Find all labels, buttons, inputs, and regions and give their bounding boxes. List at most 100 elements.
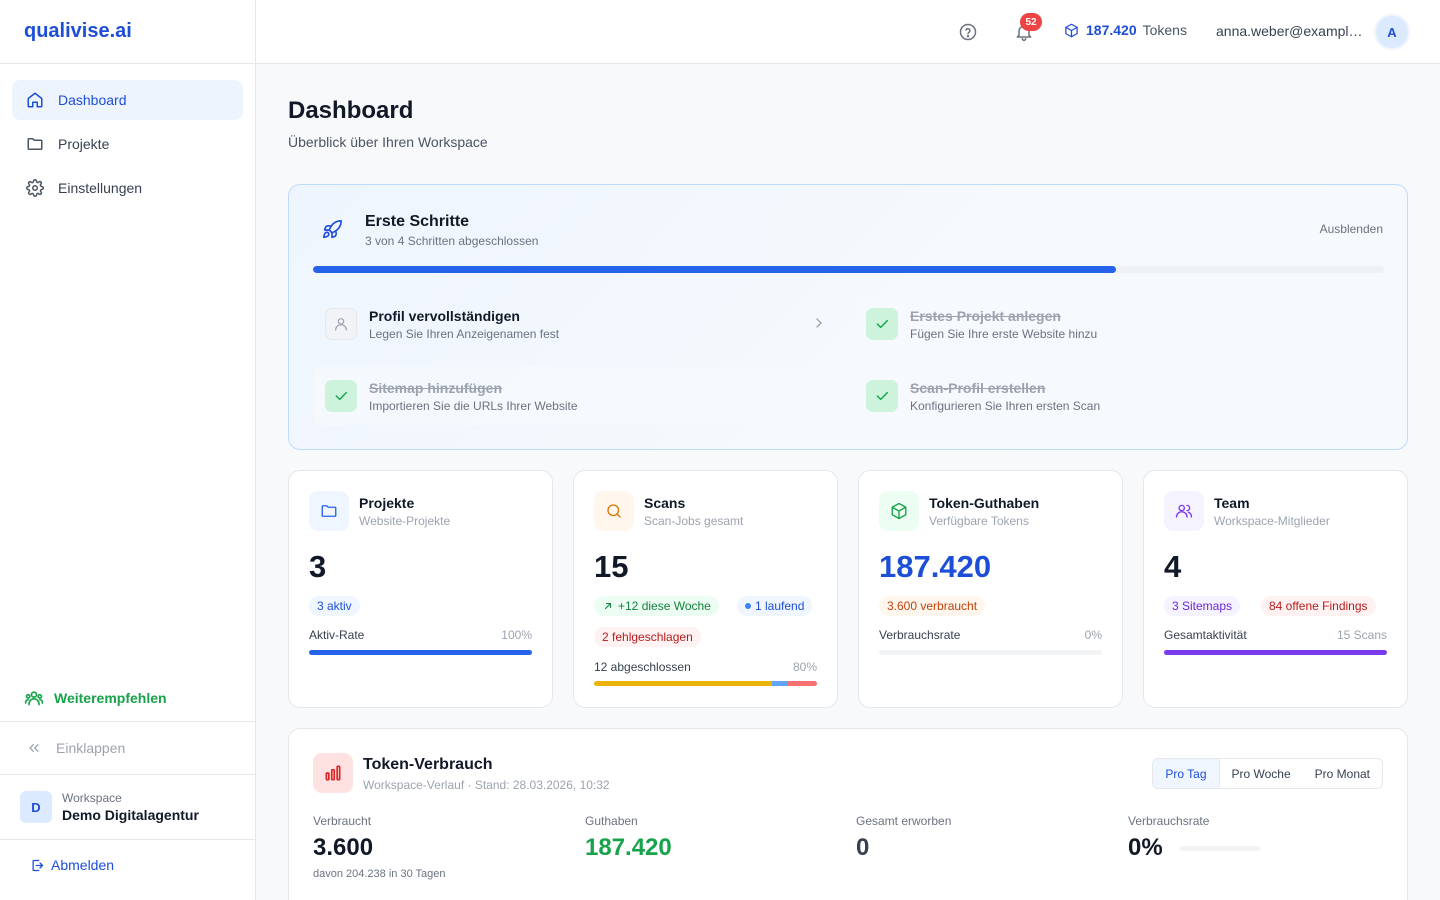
stat-label: Verbrauchsrate [1128, 814, 1210, 828]
help-icon[interactable] [958, 22, 978, 42]
onboarding-step-scan-profile: Scan-Profil erstellen Konfigurieren Sie … [854, 367, 1384, 425]
card-metric-value: 0% [1084, 628, 1102, 642]
step-status [866, 308, 898, 340]
onboarding-step-project: Erstes Projekt anlegen Fügen Sie Ihre er… [854, 295, 1384, 353]
stat-note: davon 204.238 in 30 Tagen [313, 868, 446, 880]
sidebar-item-projekte[interactable]: Projekte [12, 124, 243, 164]
card-title: Token-Guthaben [929, 495, 1040, 511]
card-value: 4 [1164, 549, 1182, 584]
step-subtitle: Fügen Sie Ihre erste Website hinzu [910, 326, 1098, 341]
users-icon [24, 691, 44, 706]
step-status [325, 380, 357, 412]
card-value: 3 [309, 549, 327, 584]
check-icon [335, 391, 348, 401]
bar-chart-icon [325, 765, 341, 781]
team-card[interactable]: Team Workspace-Mitglieder 4 3 Sitemaps 8… [1143, 470, 1408, 708]
logo[interactable]: qualivise.ai [0, 0, 255, 64]
user-email[interactable]: anna.weber@example.com [1216, 23, 1366, 39]
stat-balance: Guthaben 187.420 [585, 814, 672, 862]
running-scans-badge: 1 laufend [737, 596, 813, 616]
scan-status-segment [772, 681, 788, 686]
step-status [325, 308, 357, 340]
weekly-scans-label: +12 diese Woche [618, 599, 711, 613]
onboarding-progress-fill [313, 266, 1117, 273]
card-title: Projekte [359, 495, 415, 511]
card-title: Scans [644, 495, 686, 511]
card-icon [594, 491, 634, 531]
sidebar-item-einstellungen[interactable]: Einstellungen [12, 168, 243, 208]
logout-icon [32, 859, 44, 871]
refer-button[interactable]: Weiterempfehlen [24, 688, 167, 708]
period-day-button[interactable]: Pro Tag [1153, 759, 1220, 788]
card-icon [309, 491, 349, 531]
card-value: 15 [594, 549, 629, 584]
step-subtitle: Legen Sie Ihren Anzeigenamen fest [369, 326, 560, 341]
user-icon [335, 318, 347, 331]
onboarding-step-sitemap: Sitemap hinzufügen Importieren Sie die U… [313, 367, 843, 425]
logout-button[interactable]: Abmelden [30, 857, 114, 873]
collapse-button[interactable]: Einklappen [0, 721, 255, 775]
step-status [866, 380, 898, 412]
scan-status-segment [594, 681, 773, 686]
period-week-button[interactable]: Pro Woche [1231, 766, 1291, 781]
card-metric-label: 12 abgeschlossen [594, 660, 691, 674]
logout-label: Abmelden [51, 857, 115, 873]
onboarding-progress-bar [313, 266, 1384, 273]
step-subtitle: Konfigurieren Sie Ihren ersten Scan [910, 398, 1101, 413]
stat-consumed: Verbraucht 3.600 davon 204.238 in 30 Tag… [313, 814, 446, 880]
workspace-switcher[interactable]: D Workspace Demo Digitalagentur [0, 775, 255, 840]
consumption-rate-bar [1180, 846, 1260, 851]
onboarding-panel: Erste Schritte 3 von 4 Schritten abgesch… [288, 184, 1408, 450]
active-projects-badge: 3 aktiv [309, 596, 360, 616]
onboarding-step-profile[interactable]: Profil vervollständigen Legen Sie Ihren … [313, 295, 843, 353]
workspace-label: Workspace [62, 791, 122, 805]
page-title: Dashboard [288, 97, 414, 124]
scans-card[interactable]: Scans Scan-Jobs gesamt 15 +12 diese Woch… [573, 470, 838, 708]
stat-value: 187.420 [585, 834, 672, 861]
stat-label: Verbraucht [313, 814, 372, 828]
stat-value: 0% [1128, 834, 1163, 861]
projects-card[interactable]: Projekte Website-Projekte 3 3 aktiv Akti… [288, 470, 553, 708]
card-value: 187.420 [879, 549, 992, 584]
step-title: Sitemap hinzufügen [369, 379, 502, 396]
step-subtitle: Importieren Sie die URLs Ihrer Website [369, 398, 578, 413]
card-icon [879, 491, 919, 531]
card-metric-label: Gesamtaktivität [1164, 628, 1247, 642]
sidebar-item-dashboard[interactable]: Dashboard [12, 80, 243, 120]
hide-onboarding-button[interactable]: Ausblenden [1319, 222, 1383, 236]
team-icon [1175, 504, 1193, 518]
usage-subtitle: Workspace-Verlauf · Stand: 28.03.2026, 1… [363, 778, 610, 792]
weekly-scans-badge: +12 diese Woche [594, 596, 719, 616]
stat-consumption-rate: Verbrauchsrate 0% [1128, 814, 1388, 862]
token-balance[interactable]: 187.420 Tokens [1064, 22, 1187, 38]
card-title: Team [1214, 495, 1250, 511]
running-scans-label: 1 laufend [755, 599, 805, 613]
notification-count-badge: 52 [1020, 13, 1042, 31]
page-subtitle: Überblick über Ihren Workspace [288, 134, 488, 150]
user-avatar[interactable]: A [1374, 14, 1410, 50]
token-balance-label: Tokens [1142, 22, 1187, 38]
cube-icon [891, 502, 907, 520]
workspace-name: Demo Digitalagentur [62, 807, 199, 823]
chevrons-left-icon [29, 744, 39, 752]
usage-icon-box [313, 753, 353, 793]
sidebar-item-label: Dashboard [58, 92, 127, 108]
stat-value: 0 [856, 834, 870, 861]
period-month-button[interactable]: Pro Monat [1314, 766, 1370, 781]
home-icon [27, 92, 43, 108]
card-progress-bar [594, 681, 817, 686]
trend-up-icon [604, 602, 612, 610]
sitemaps-badge: 3 Sitemaps [1164, 596, 1241, 616]
cube-icon [1065, 23, 1078, 37]
workspace-info: Workspace Demo Digitalagentur [62, 791, 199, 823]
stat-label: Guthaben [585, 814, 638, 828]
card-metric-value: 80% [792, 660, 817, 674]
token-balance-card[interactable]: Token-Guthaben Verfügbare Tokens 187.420… [858, 470, 1123, 708]
stat-total-purchased: Gesamt erworben 0 [856, 814, 951, 862]
card-subtitle: Verfügbare Tokens [929, 514, 1029, 528]
chevron-right-icon [816, 318, 822, 328]
card-metric-label: Verbrauchsrate [879, 628, 961, 642]
workspace-avatar: D [20, 791, 52, 823]
card-subtitle: Scan-Jobs gesamt [644, 514, 744, 528]
refer-label: Weiterempfehlen [54, 690, 167, 706]
